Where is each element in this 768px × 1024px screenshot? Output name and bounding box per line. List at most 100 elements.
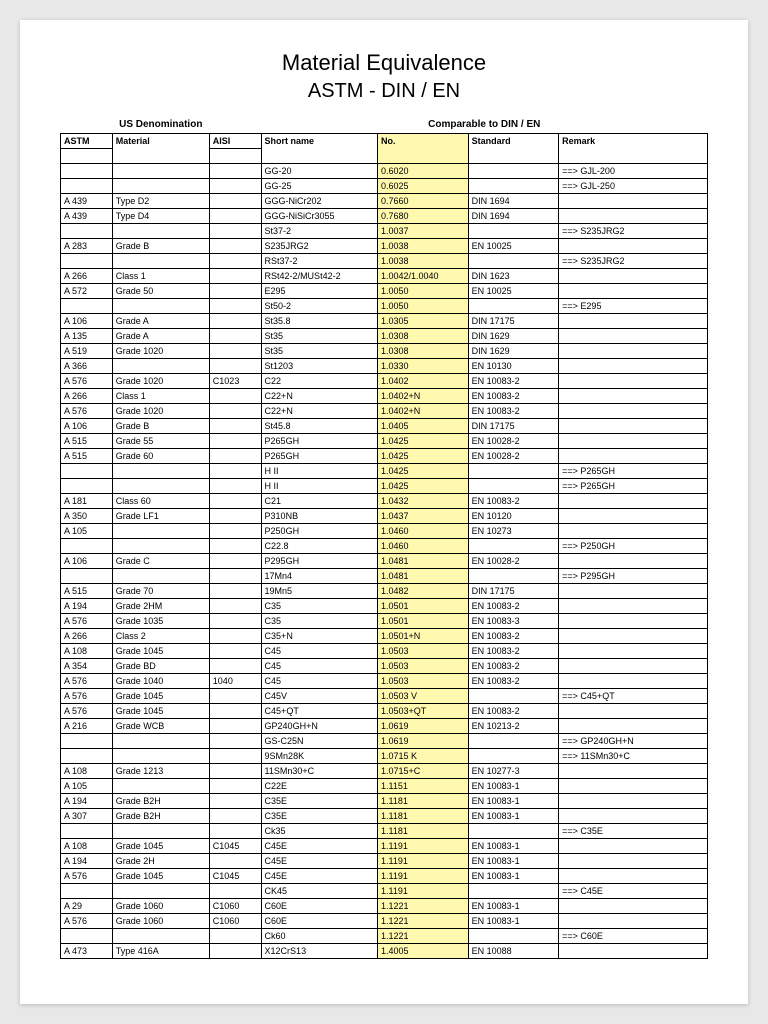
cell-short: RSt42-2/MUSt42-2 [261,269,377,284]
cell-rem [559,854,708,869]
cell-rem: ==> 11SMn30+C [559,749,708,764]
cell-astm: A 576 [61,404,113,419]
cell-material: Grade B [112,239,209,254]
cell-material: Grade 2H [112,854,209,869]
cell-short: C45E [261,854,377,869]
cell-material: Grade A [112,314,209,329]
cell-material [112,824,209,839]
cell-material: Grade B2H [112,794,209,809]
cell-rem: ==> P265GH [559,479,708,494]
cell-aisi [209,749,261,764]
cell-astm: A 350 [61,509,113,524]
cell-material: Type D4 [112,209,209,224]
cell-aisi [209,584,261,599]
cell-no: 1.0460 [378,524,469,539]
cell-aisi [209,344,261,359]
cell-short: GS-C25N [261,734,377,749]
cell-short: C45+QT [261,704,377,719]
cell-rem [559,839,708,854]
cell-material [112,539,209,554]
cell-material [112,779,209,794]
cell-material: Grade B [112,419,209,434]
cell-aisi: C1060 [209,914,261,929]
table-row: A 473Type 416AX12CrS131.4005EN 10088 [61,944,708,959]
cell-std: EN 10083-1 [468,839,559,854]
cell-no: 1.0402 [378,374,469,389]
cell-aisi: 1040 [209,674,261,689]
cell-astm [61,299,113,314]
cell-std: EN 10028-2 [468,449,559,464]
cell-std: DIN 1629 [468,329,559,344]
cell-std [468,749,559,764]
cell-rem: ==> S235JRG2 [559,254,708,269]
cell-rem: ==> GP240GH+N [559,734,708,749]
cell-no: 1.0482 [378,584,469,599]
cell-material [112,569,209,584]
table-row: Ck351.1181==> C35E [61,824,708,839]
cell-rem [559,794,708,809]
cell-aisi [209,719,261,734]
cell-aisi [209,599,261,614]
cell-short: X12CrS13 [261,944,377,959]
cell-std: EN 10083-1 [468,794,559,809]
cell-material: Grade 1020 [112,344,209,359]
cell-aisi [209,614,261,629]
table-row: Ck601.1221==> C60E [61,929,708,944]
cell-short: St35.8 [261,314,377,329]
cell-astm: A 366 [61,359,113,374]
cell-aisi [209,929,261,944]
cell-rem [559,644,708,659]
cell-no: 1.0402+N [378,389,469,404]
cell-short: C35+N [261,629,377,644]
table-row: A 519Grade 1020St351.0308DIN 1629 [61,344,708,359]
cell-short: St35 [261,344,377,359]
cell-astm [61,164,113,179]
cell-short: C22+N [261,404,377,419]
col-astm-header-blank [61,149,113,164]
cell-material: Grade C [112,554,209,569]
cell-no: 1.0503+QT [378,704,469,719]
cell-no: 1.1151 [378,779,469,794]
cell-aisi [209,854,261,869]
cell-rem [559,944,708,959]
cell-std: EN 10088 [468,944,559,959]
cell-no: 1.0501+N [378,629,469,644]
cell-astm: A 354 [61,659,113,674]
cell-no: 1.0037 [378,224,469,239]
cell-rem: ==> P250GH [559,539,708,554]
table-row: A 108Grade 1045C451.0503EN 10083-2 [61,644,708,659]
cell-no: 0.6025 [378,179,469,194]
cell-rem [559,599,708,614]
cell-aisi [209,254,261,269]
cell-std: EN 10083-1 [468,779,559,794]
cell-material: Grade 1060 [112,914,209,929]
cell-rem [559,764,708,779]
cell-short: GG-20 [261,164,377,179]
cell-aisi [209,404,261,419]
col-shortname-header: Short name [261,134,377,164]
cell-astm: A 283 [61,239,113,254]
cell-no: 1.0038 [378,254,469,269]
table-row: A 576Grade 10401040C451.0503EN 10083-2 [61,674,708,689]
equivalence-table: US Denomination Comparable to DIN / EN A… [60,117,708,959]
cell-aisi [209,389,261,404]
cell-aisi [209,299,261,314]
cell-material [112,464,209,479]
cell-no: 1.0050 [378,299,469,314]
table-row: A 350Grade LF1P310NB1.0437EN 10120 [61,509,708,524]
cell-material: Grade 1020 [112,374,209,389]
column-header-row: ASTM Material AISI Short name No. Standa… [61,134,708,149]
cell-short: St50-2 [261,299,377,314]
cell-astm: A 576 [61,704,113,719]
cell-material: Grade 1045 [112,689,209,704]
cell-short: P250GH [261,524,377,539]
cell-aisi [209,644,261,659]
col-standard-header: Standard [468,134,559,164]
cell-rem [559,239,708,254]
table-row: GS-C25N1.0619==> GP240GH+N [61,734,708,749]
table-row: A 29Grade 1060C1060C60E1.1221EN 10083-1 [61,899,708,914]
cell-aisi [209,629,261,644]
cell-astm [61,539,113,554]
cell-astm: A 515 [61,449,113,464]
cell-astm: A 181 [61,494,113,509]
